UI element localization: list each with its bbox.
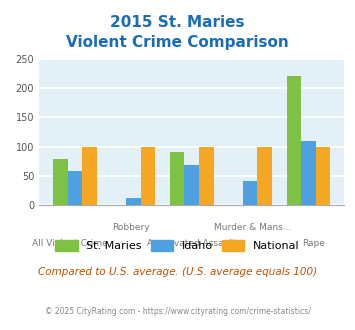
Bar (126, 198, 141, 205)
Text: Rape: Rape (302, 239, 325, 248)
Bar (184, 165, 199, 205)
Legend: St. Maries, Idaho, National: St. Maries, Idaho, National (52, 237, 303, 255)
Text: Robbery: Robbery (112, 223, 149, 232)
Bar (199, 147, 214, 205)
Text: Aggravated Assault: Aggravated Assault (147, 239, 236, 248)
Text: Violent Crime Comparison: Violent Crime Comparison (66, 35, 289, 50)
Text: All Violent Crime: All Violent Crime (32, 239, 108, 248)
Bar (141, 147, 155, 205)
Text: Murder & Mans...: Murder & Mans... (214, 223, 291, 232)
Bar (53, 159, 67, 205)
Bar (286, 76, 301, 205)
Bar (316, 147, 331, 205)
Bar (301, 141, 316, 205)
Text: Compared to U.S. average. (U.S. average equals 100): Compared to U.S. average. (U.S. average … (38, 267, 317, 277)
Bar (170, 152, 184, 205)
Bar (67, 171, 82, 205)
Text: © 2025 CityRating.com - https://www.cityrating.com/crime-statistics/: © 2025 CityRating.com - https://www.city… (45, 307, 310, 316)
Bar (257, 147, 272, 205)
Text: 2015 St. Maries: 2015 St. Maries (110, 15, 245, 30)
Bar (243, 182, 257, 205)
Bar (82, 147, 97, 205)
